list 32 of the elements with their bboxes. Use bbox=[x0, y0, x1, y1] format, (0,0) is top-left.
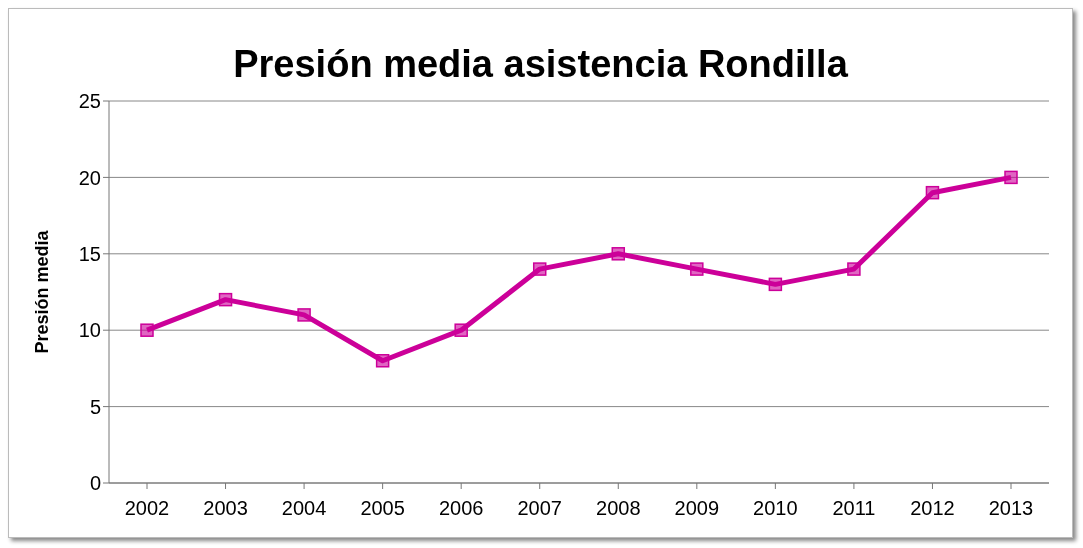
point bbox=[532, 262, 547, 276]
x-tick-label: 2011 bbox=[832, 497, 876, 520]
y-tick-label: 0 bbox=[89, 472, 101, 495]
point bbox=[140, 323, 154, 337]
x-tick-label: 2008 bbox=[596, 497, 641, 520]
chart-title: Presión media asistencia Rondilla bbox=[233, 43, 848, 85]
y-axis-title: Presión media bbox=[32, 229, 53, 354]
y-tick-label: 25 bbox=[78, 90, 101, 113]
y-tick-label: 10 bbox=[78, 319, 101, 342]
y-tick-label: 5 bbox=[89, 395, 101, 418]
x-tick-label: 2010 bbox=[753, 497, 798, 520]
x-tick-label: 2013 bbox=[988, 497, 1034, 520]
x-tick-label: 2005 bbox=[360, 497, 405, 520]
point bbox=[1004, 170, 1018, 185]
point bbox=[925, 185, 940, 200]
y-tick-label: 15 bbox=[78, 242, 101, 265]
x-tick-label: 2012 bbox=[910, 497, 955, 520]
point bbox=[768, 277, 783, 292]
x-tick-label: 2002 bbox=[124, 497, 170, 520]
x-tick-label: 2006 bbox=[438, 497, 484, 520]
point bbox=[690, 262, 704, 276]
x-tick-label: 2007 bbox=[517, 497, 562, 520]
x-tick-label: 2003 bbox=[203, 497, 248, 520]
point bbox=[297, 308, 311, 322]
point bbox=[375, 354, 390, 368]
point bbox=[454, 323, 468, 337]
x-tick-label: 2009 bbox=[674, 497, 720, 520]
point bbox=[611, 247, 626, 261]
point bbox=[847, 262, 861, 276]
y-tick-label: 20 bbox=[78, 166, 101, 189]
point bbox=[218, 292, 233, 307]
x-tick-label: 2004 bbox=[281, 497, 327, 520]
